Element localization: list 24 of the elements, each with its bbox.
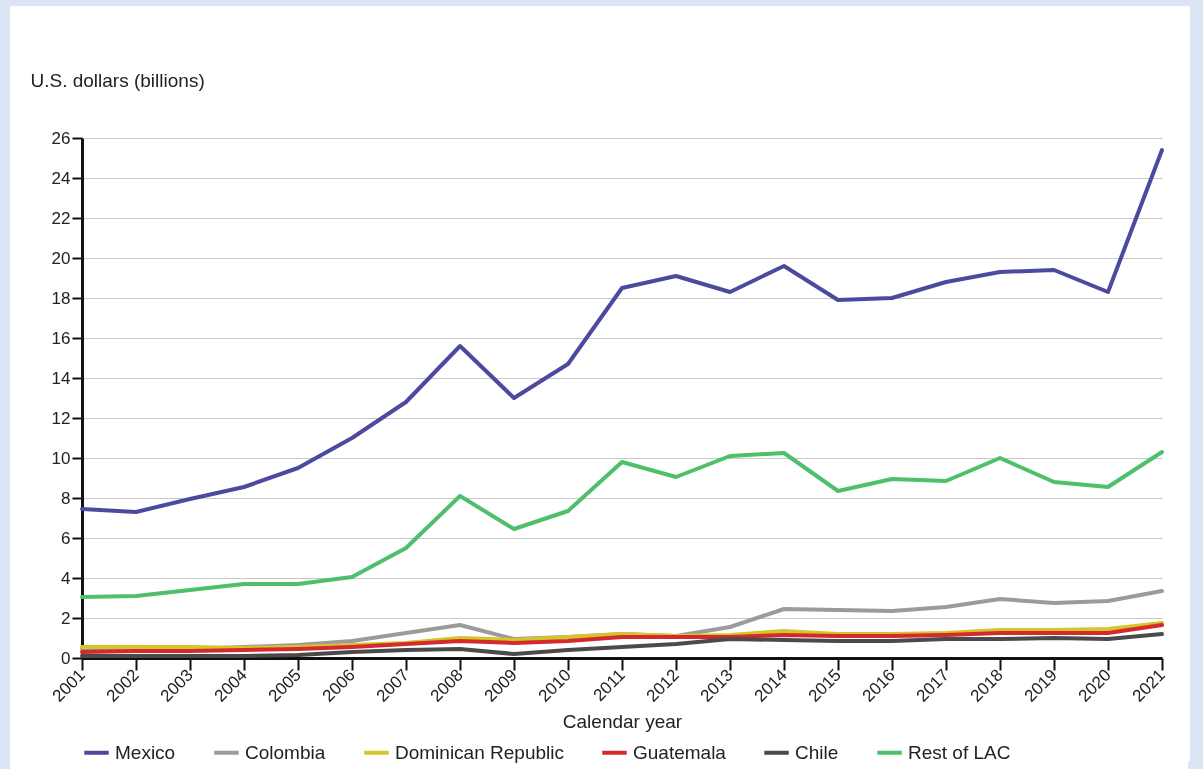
y-tick-label: 26 <box>51 128 71 148</box>
y-tick-label: 22 <box>51 208 71 228</box>
y-tick-label: 18 <box>51 288 71 308</box>
y-tick-label: 16 <box>51 328 71 348</box>
line-series <box>80 450 1164 599</box>
legend-label: Mexico <box>115 741 176 763</box>
line-series <box>80 148 1164 514</box>
y-tick-label: 12 <box>51 408 71 428</box>
y-axis-title: U.S. dollars (billions) <box>30 69 205 91</box>
legend-label: Dominican Republic <box>395 741 564 763</box>
legend-label: Rest of LAC <box>908 741 1011 763</box>
y-tick-label: 2 <box>61 608 71 628</box>
y-tick-label: 24 <box>51 168 71 188</box>
y-tick-label: 0 <box>61 648 71 668</box>
y-tick-label: 14 <box>51 368 71 388</box>
y-tick-label: 8 <box>61 488 71 508</box>
y-tick-label: 10 <box>51 448 71 468</box>
y-tick-label: 4 <box>61 568 71 588</box>
legend-label: Chile <box>795 741 839 763</box>
y-tick-label: 20 <box>51 248 71 268</box>
legend-label: Colombia <box>245 741 326 763</box>
y-tick-label: 6 <box>61 528 71 548</box>
legend-label: Guatemala <box>633 741 727 763</box>
x-axis-title: Calendar year <box>562 710 683 732</box>
